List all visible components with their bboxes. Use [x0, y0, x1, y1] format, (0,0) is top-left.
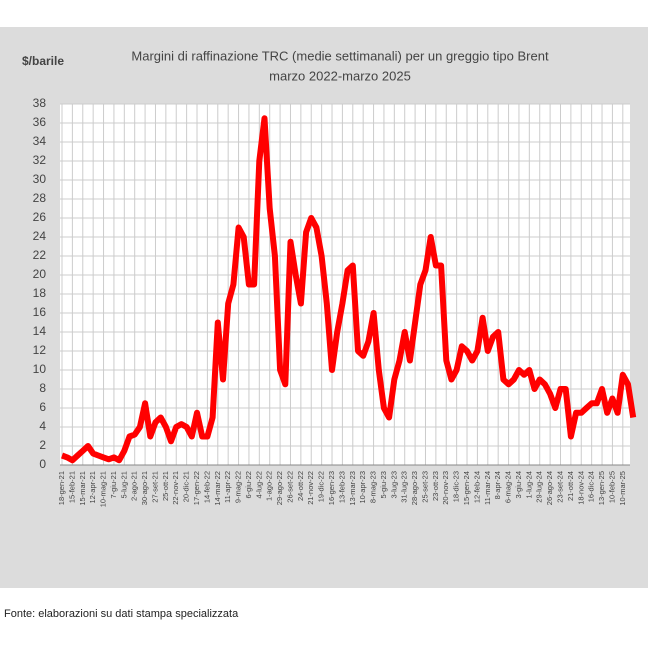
- x-tick-label: 29-ago-22: [275, 471, 284, 505]
- x-tick-label: 30-ago-21: [140, 471, 149, 505]
- x-tick-label: 5-giu-23: [379, 471, 388, 499]
- x-tick-label: 19-dic-22: [317, 471, 326, 502]
- x-tick-label: 20-nov-23: [441, 471, 450, 505]
- y-tick-label: 30: [33, 172, 47, 186]
- x-tick-label: 10-apr-23: [358, 471, 367, 504]
- x-tick-label: 1-ago-22: [265, 471, 274, 501]
- x-tick-label: 10-mar-25: [618, 471, 627, 506]
- x-tick-label: 13-gen-25: [597, 471, 606, 505]
- x-tick-label: 10-feb-25: [607, 471, 616, 503]
- x-tick-label: 21-ott-24: [566, 471, 575, 501]
- x-tick-label: 13-feb-23: [337, 471, 346, 503]
- x-tick-label: 25-set-23: [420, 471, 429, 503]
- x-tick-label: 4-lug-22: [254, 471, 263, 499]
- x-tick-label: 11-mar-24: [483, 471, 492, 505]
- x-tick-label: 16-dic-24: [587, 471, 596, 502]
- y-axis-label: $/barile: [22, 54, 64, 68]
- x-tick-label: 14-feb-22: [202, 471, 211, 503]
- x-tick-label: 3-giu-24: [514, 471, 523, 499]
- x-tick-label: 12-feb-24: [472, 471, 481, 503]
- y-tick-label: 14: [33, 324, 47, 338]
- x-tick-label: 16-gen-23: [327, 471, 336, 505]
- x-tick-label: 20-dic-21: [182, 471, 191, 502]
- x-tick-label: 5-lug-21: [119, 471, 128, 499]
- y-tick-label: 24: [33, 229, 47, 243]
- x-tick-label: 18-dic-23: [452, 471, 461, 502]
- y-tick-label: 10: [33, 362, 47, 376]
- x-tick-label: 15-feb-21: [67, 471, 76, 503]
- y-tick-label: 18: [33, 286, 47, 300]
- x-tick-label: 23-set-24: [555, 471, 564, 503]
- x-tick-label: 27-set-21: [150, 471, 159, 503]
- x-tick-label: 7-giu-21: [109, 471, 118, 499]
- x-tick-label: 10-mag-21: [99, 471, 108, 507]
- chart-title: Margini di raffinazione TRC (medie setti…: [131, 48, 549, 63]
- x-tick-label: 8-apr-24: [493, 471, 502, 499]
- x-tick-label: 6-mag-24: [504, 471, 513, 503]
- x-tick-label: 18-nov-24: [576, 471, 585, 505]
- x-tick-label: 22-nov-21: [171, 471, 180, 505]
- y-tick-label: 34: [33, 134, 47, 148]
- y-tick-label: 22: [33, 248, 47, 262]
- x-tick-label: 29-lug-24: [535, 471, 544, 503]
- x-tick-label: 3-lug-23: [389, 471, 398, 499]
- y-tick-label: 6: [39, 400, 46, 414]
- x-tick-label: 25-ott-21: [161, 471, 170, 501]
- y-tick-label: 0: [39, 457, 46, 471]
- y-tick-label: 26: [33, 210, 47, 224]
- data-line: [60, 115, 637, 464]
- x-tick-label: 9-mag-22: [234, 471, 243, 503]
- x-tick-label: 15-mar-21: [78, 471, 87, 506]
- x-tick-label: 17-gen-22: [192, 471, 201, 505]
- x-tick-label: 15-gen-24: [462, 471, 471, 505]
- y-tick-label: 36: [33, 115, 47, 129]
- x-tick-label: 18-gen-21: [57, 471, 66, 505]
- y-tick-label: 2: [39, 438, 46, 452]
- y-tick-label: 20: [33, 267, 47, 281]
- x-tick-label: 21-nov-22: [306, 471, 315, 505]
- y-tick-label: 38: [33, 96, 47, 110]
- x-tick-label: 8-mag-23: [369, 471, 378, 503]
- y-tick-label: 32: [33, 153, 47, 167]
- source-note: Fonte: elaborazioni su dati stampa speci…: [4, 608, 239, 620]
- x-tick-label: 1-lug-24: [524, 471, 533, 499]
- y-tick-label: 4: [39, 419, 46, 433]
- x-tick-label: 26-set-22: [285, 471, 294, 503]
- y-tick-label: 8: [39, 381, 46, 395]
- chart-subtitle: marzo 2022-marzo 2025: [269, 68, 411, 83]
- y-tick-label: 28: [33, 191, 47, 205]
- x-tick-label: 23-ott-23: [431, 471, 440, 501]
- x-tick-label: 12-apr-21: [88, 471, 97, 504]
- x-tick-label: 28-ago-23: [410, 471, 419, 505]
- y-tick-label: 12: [33, 343, 47, 357]
- y-tick-label: 16: [33, 305, 47, 319]
- x-tick-label: 26-ago-24: [545, 471, 554, 505]
- x-tick-label: 31-lug-23: [400, 471, 409, 503]
- x-tick-label: 13-mar-23: [348, 471, 357, 506]
- x-tick-label: 11-apr-22: [223, 471, 232, 503]
- x-tick-label: 24-ott-22: [296, 471, 305, 501]
- x-tick-label: 2-ago-21: [130, 471, 139, 501]
- x-tick-label: 6-giu-22: [244, 471, 253, 499]
- x-tick-label: 14-mar-22: [213, 471, 222, 506]
